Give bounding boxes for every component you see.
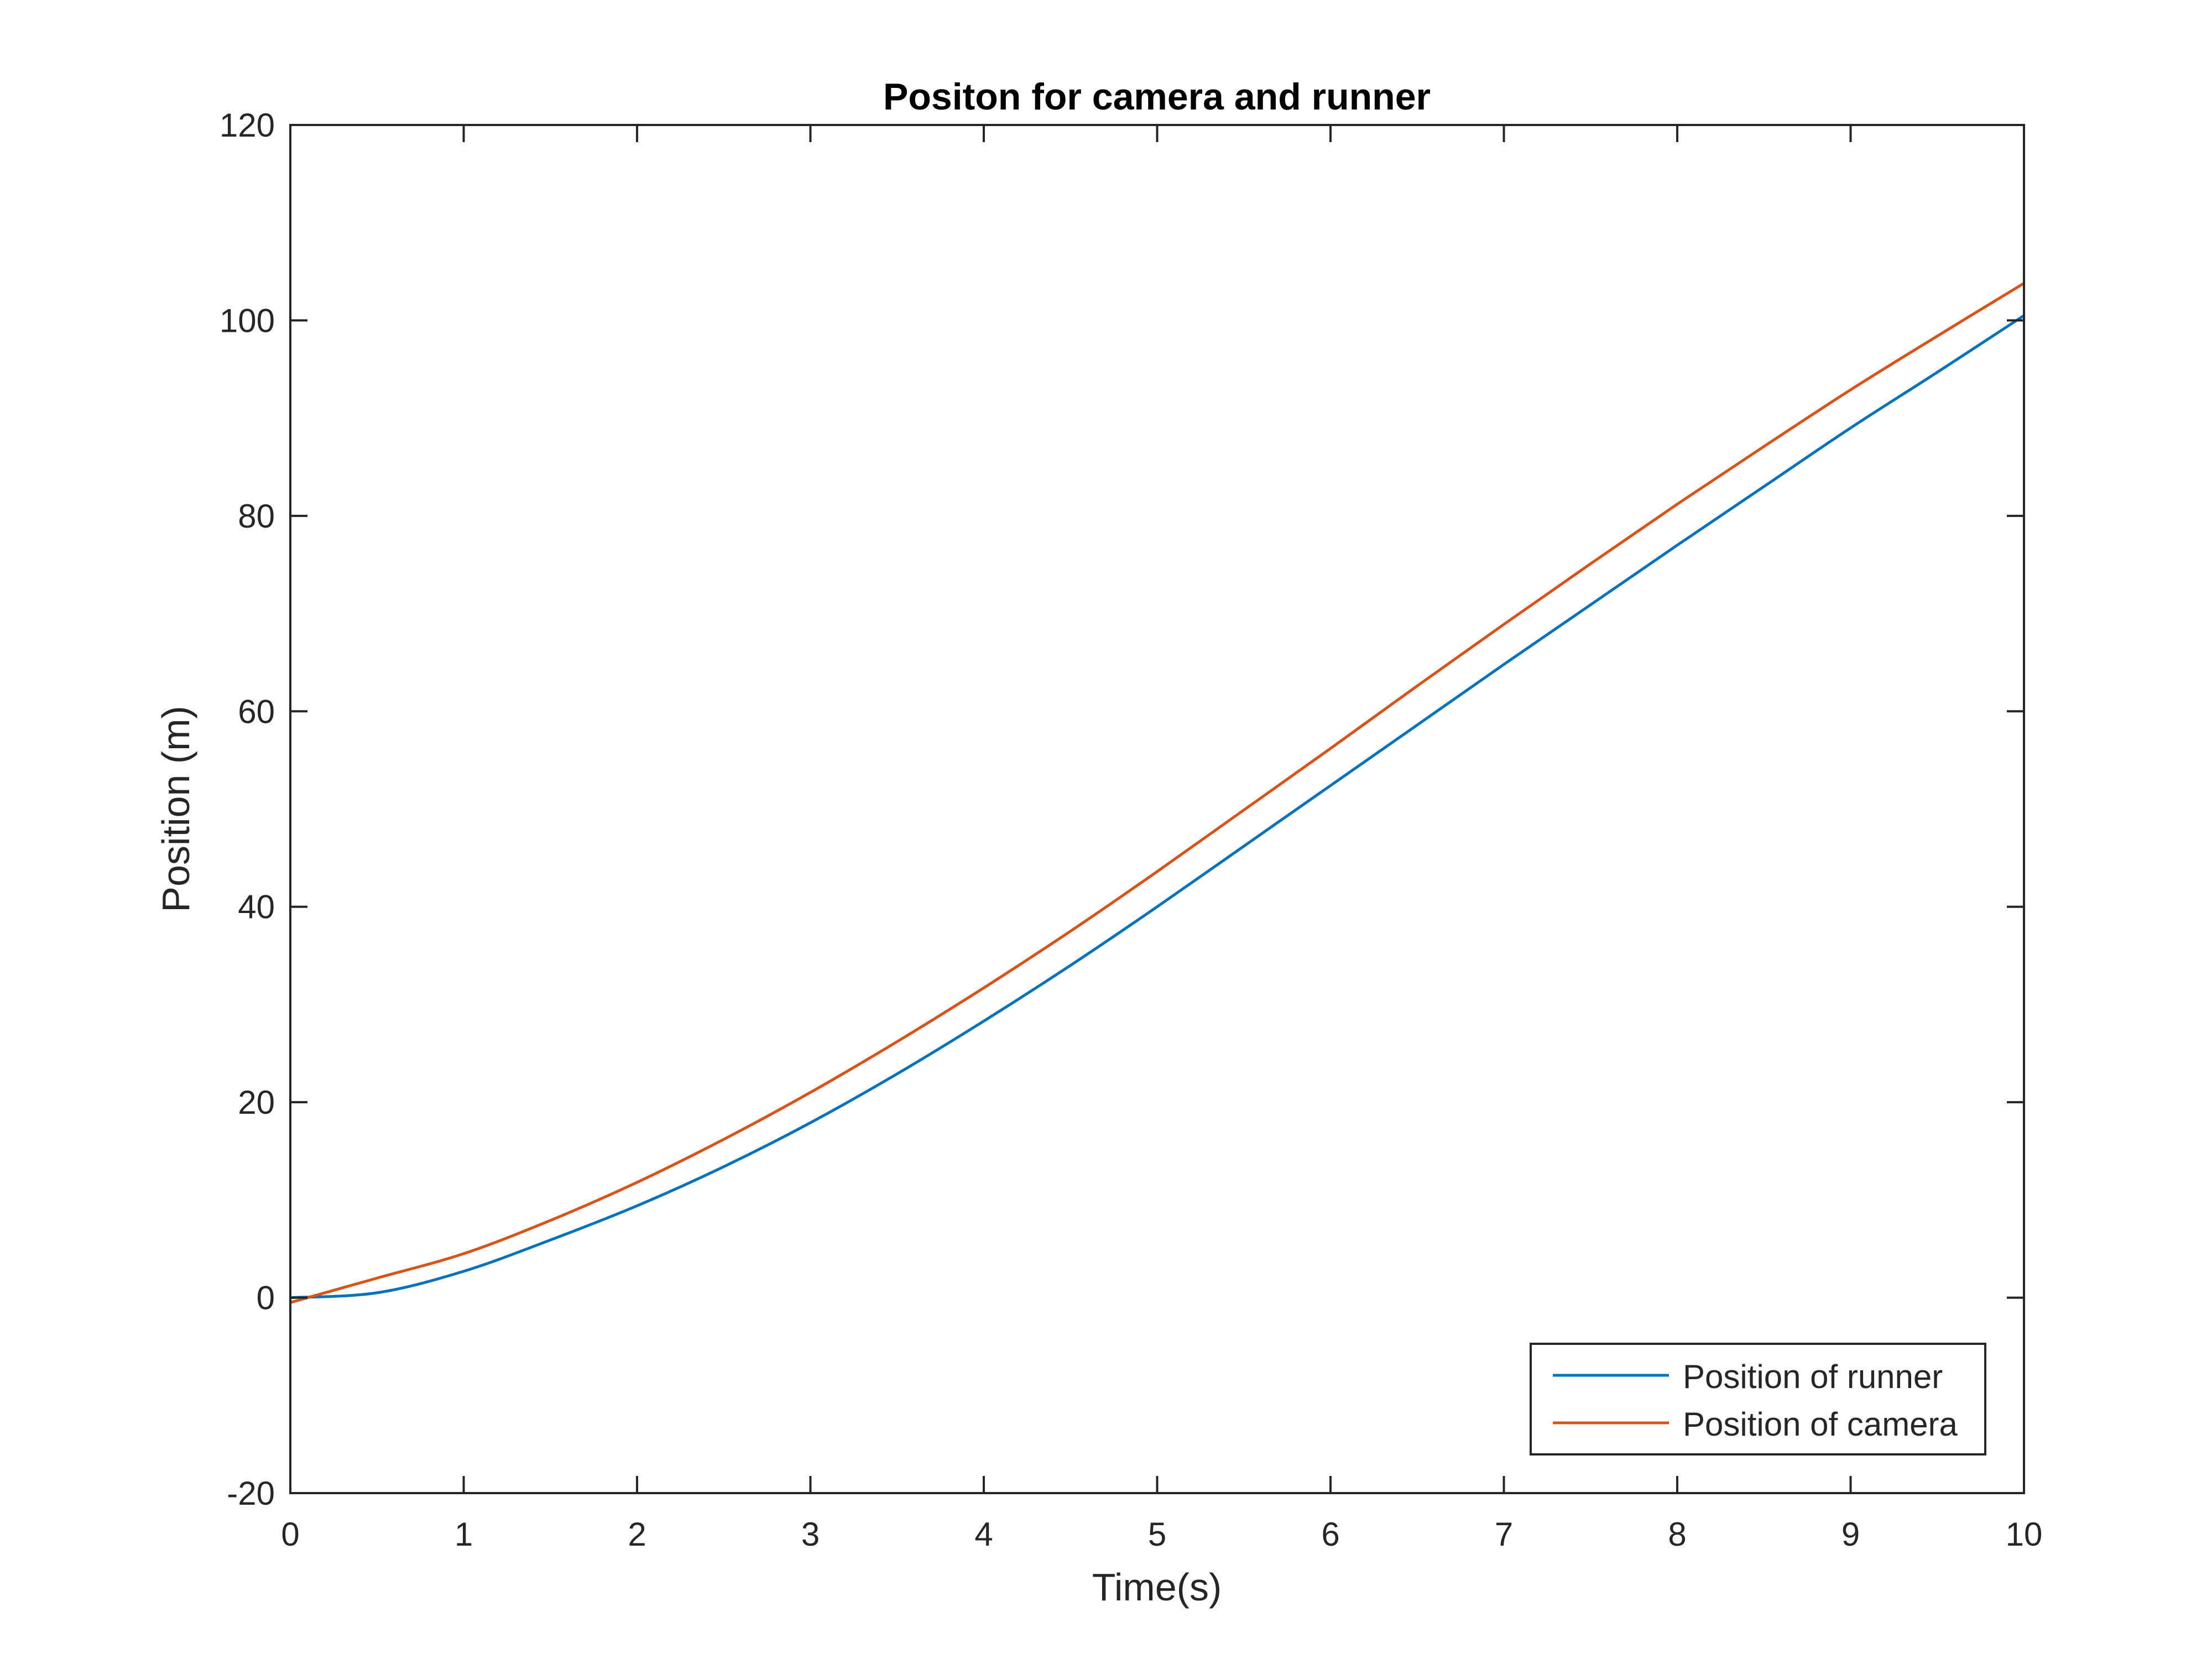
series-line-position-of-runner	[290, 314, 2025, 1300]
legend-box	[1530, 1343, 1986, 1455]
x-tick-label: 2	[628, 1516, 646, 1553]
x-tick-label: 0	[281, 1516, 299, 1553]
series-layer	[290, 282, 2025, 1304]
x-tick-label: 3	[801, 1516, 820, 1553]
y-axis-label: Position (m)	[154, 706, 197, 912]
x-tick-label: 1	[455, 1516, 473, 1553]
y-tick-label: 20	[238, 1084, 275, 1121]
x-tick-label: 10	[2006, 1516, 2043, 1553]
y-tick-label: 100	[220, 302, 275, 339]
x-tick-label: 5	[1148, 1516, 1166, 1553]
legend: Position of runner Position of camera	[1530, 1343, 1986, 1455]
y-tick-label: -20	[227, 1475, 275, 1512]
plot-area	[290, 125, 2024, 1493]
legend-label-camera: Position of camera	[1683, 1406, 1958, 1443]
y-tick-label: 120	[220, 107, 275, 144]
x-axis-label: Time(s)	[1092, 1566, 1222, 1609]
x-tick-label: 9	[1841, 1516, 1860, 1553]
series-line-position-of-camera	[290, 282, 2025, 1304]
y-tick-label: 0	[257, 1280, 275, 1317]
legend-label-runner: Position of runner	[1683, 1358, 1943, 1395]
y-tick-label: 80	[238, 498, 275, 535]
x-tick-label: 8	[1668, 1516, 1686, 1553]
y-tick-label: 40	[238, 889, 275, 926]
y-axis-ticks: -20 0 20 40 60 80 100 120	[220, 107, 2024, 1512]
x-tick-label: 4	[974, 1516, 993, 1553]
y-tick-label: 60	[238, 693, 275, 730]
x-tick-label: 6	[1321, 1516, 1339, 1553]
x-axis-ticks: 0 1 2 3 4 5 6 7 8 9 10	[281, 125, 2042, 1553]
x-tick-label: 7	[1495, 1516, 1513, 1553]
chart-title: Positon for camera and runner	[883, 76, 1431, 118]
